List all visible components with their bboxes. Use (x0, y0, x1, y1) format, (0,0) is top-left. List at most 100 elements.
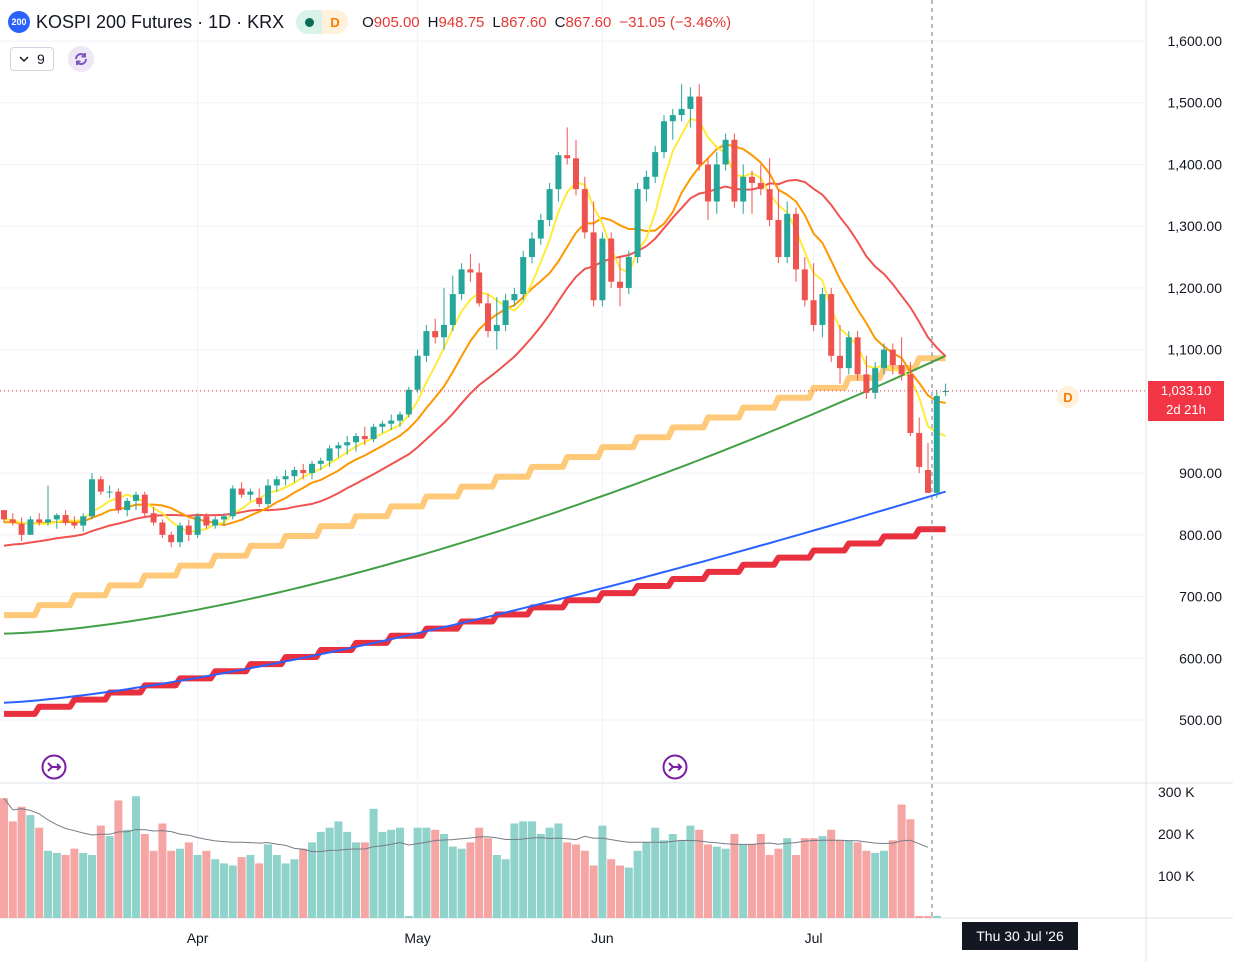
candle-body (775, 220, 782, 258)
volume-bar (748, 844, 756, 918)
event-arrow-icon[interactable] (662, 754, 688, 780)
volume-bar (96, 825, 105, 918)
y-tick-label: 1,600.00 (1168, 33, 1223, 49)
candle-body (344, 442, 351, 446)
volume-bar (140, 834, 149, 918)
volume-bar (8, 821, 17, 918)
candle-body (458, 269, 465, 295)
y-tick-label: 1,200.00 (1168, 280, 1223, 296)
candle-body (493, 324, 500, 332)
market-open-indicator[interactable] (296, 10, 323, 34)
candles (1, 84, 949, 548)
candle-body (749, 176, 755, 183)
volume-tick-label: 100 K (1158, 868, 1195, 884)
candle-body (881, 349, 887, 369)
volume-bar (281, 863, 290, 918)
volume-bar (589, 865, 598, 918)
dividend-marker[interactable]: D (1057, 386, 1079, 408)
volume-bar (325, 827, 334, 918)
y-tick-label: 900.00 (1179, 465, 1222, 481)
refresh-icon (74, 53, 87, 65)
volume-bar (378, 831, 387, 918)
volume-bar (721, 848, 730, 918)
volume-bar (915, 915, 924, 918)
volume-bar (308, 842, 316, 918)
chevron-down-icon (19, 56, 29, 63)
candle-body (335, 445, 342, 449)
market-status[interactable]: D (296, 10, 349, 34)
y-tick-label: 800.00 (1179, 527, 1222, 543)
volume-bar (457, 848, 466, 918)
volume-bar (475, 827, 484, 918)
volume-bars (0, 796, 941, 918)
candle-body (942, 390, 949, 392)
candle-body (203, 516, 210, 526)
volume-bar (316, 831, 325, 918)
candle-body (766, 189, 773, 221)
volume-bar (712, 846, 721, 918)
volume-bar (756, 834, 765, 918)
volume-bar (255, 863, 264, 918)
volume-bar (184, 842, 193, 918)
candle-body (801, 269, 808, 301)
candle-body (370, 426, 377, 440)
candle-body (705, 164, 711, 202)
y-tick-label: 600.00 (1179, 650, 1222, 666)
candle-body (414, 355, 421, 390)
x-tick-label: Jun (591, 930, 614, 946)
candle-body (265, 485, 271, 504)
candle-body (185, 525, 192, 535)
volume-bar (668, 834, 677, 918)
volume-bar (422, 827, 431, 918)
volume-bar (783, 838, 792, 918)
indicators-collapse-button[interactable]: 9 (10, 47, 54, 71)
candle-body (555, 155, 562, 190)
y-tick-label: 500.00 (1179, 712, 1222, 728)
high-label: H (427, 13, 439, 31)
symbol-title[interactable]: KOSPI 200 Futures · 1D · KRX (36, 11, 285, 32)
volume-bar (932, 915, 941, 918)
volume-bar (924, 915, 932, 918)
volume-tick-label: 200 K (1158, 826, 1195, 842)
candle-body (361, 436, 368, 440)
volume-bar (114, 800, 123, 918)
delayed-data-badge[interactable]: D (322, 10, 349, 34)
candle-body (229, 488, 236, 517)
candle-body (713, 164, 720, 202)
candle-body (617, 281, 623, 288)
candle-body (1, 510, 7, 520)
candle-body (106, 491, 113, 493)
volume-bar (246, 855, 255, 918)
volume-bar (158, 823, 167, 918)
volume-bar (800, 838, 809, 918)
volume-bar (686, 825, 695, 918)
candle-body (643, 176, 650, 190)
last-price-tag: 1,033.10 2d 21h (1148, 381, 1224, 421)
candle-body (326, 448, 333, 461)
candle-body (590, 232, 597, 301)
volume-bar (836, 840, 844, 918)
candle-body (854, 337, 861, 375)
ma120-line (3, 490, 946, 704)
candle-body (863, 374, 870, 393)
volume-bar (545, 827, 554, 918)
candle-body (740, 176, 747, 202)
refresh-button[interactable] (67, 46, 94, 72)
volume-bar (70, 848, 79, 918)
candle-body (71, 522, 78, 526)
candle-body (696, 96, 703, 165)
volume-bar (343, 831, 352, 918)
low-label: L (492, 13, 501, 31)
candle-body (27, 519, 34, 535)
volume-bar (844, 840, 853, 918)
event-arrow-icon[interactable] (41, 754, 67, 780)
volume-bar (827, 829, 836, 918)
chart-header: 200 KOSPI 200 Futures · 1D · KRX D O905.… (8, 10, 731, 34)
candle-body (124, 500, 131, 511)
symbol-logo[interactable]: 200 (8, 11, 30, 33)
candle-body (916, 432, 923, 467)
volume-bar (396, 827, 404, 918)
candle-body (309, 463, 315, 474)
volume-tick-label: 300 K (1158, 784, 1195, 800)
